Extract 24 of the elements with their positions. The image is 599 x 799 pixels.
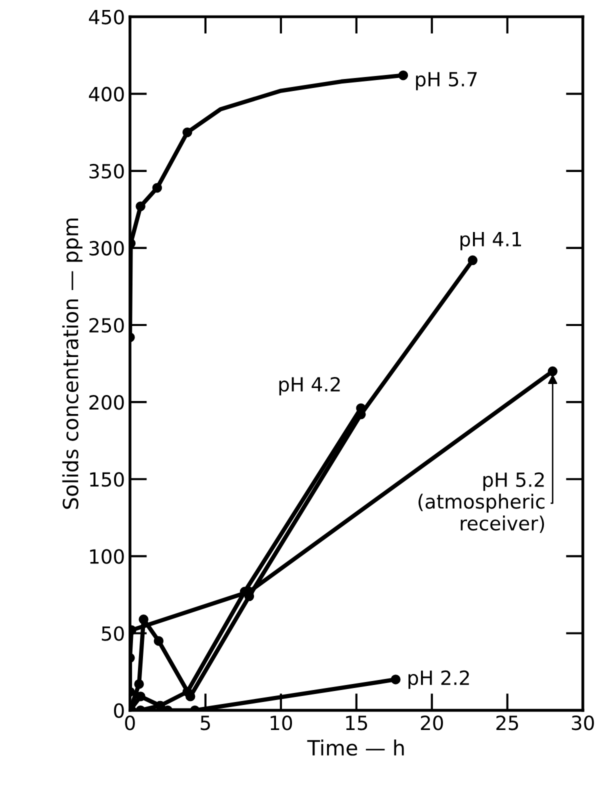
y-tick-label: 150 xyxy=(90,472,124,487)
y-tick-label: 100 xyxy=(90,549,124,564)
x-tick-label: 25 xyxy=(496,716,518,730)
x-axis-title: Time — h xyxy=(307,740,404,756)
x-tick-label: 15 xyxy=(346,716,368,730)
y-tick-label: 50 xyxy=(102,626,124,641)
y-tick-label: 450 xyxy=(88,10,124,24)
annotation: pH 2.2 xyxy=(408,670,469,689)
x-tick-label: 0 xyxy=(125,716,135,730)
annotation: pH 5.7 xyxy=(416,72,477,90)
y-tick-label: 300 xyxy=(89,240,124,256)
x-tick-label: 5 xyxy=(200,716,210,730)
y-axis-title: Solids concentration — ppm xyxy=(62,218,82,509)
annotation: pH 4.1 xyxy=(460,232,522,250)
y-tick-label: 0 xyxy=(114,703,124,718)
y-tick-label: 250 xyxy=(89,318,124,333)
y-tick-label: 200 xyxy=(89,395,124,410)
annotation: pH 5.2 (atmospheric receiver) xyxy=(418,472,544,533)
x-tick-label: 20 xyxy=(420,716,443,730)
y-tick-label: 400 xyxy=(88,86,124,102)
x-tick-label: 30 xyxy=(572,716,594,730)
annotation: pH 4.2 xyxy=(279,376,340,396)
y-tick-label: 350 xyxy=(89,164,124,179)
x-tick-label: 10 xyxy=(270,716,292,730)
